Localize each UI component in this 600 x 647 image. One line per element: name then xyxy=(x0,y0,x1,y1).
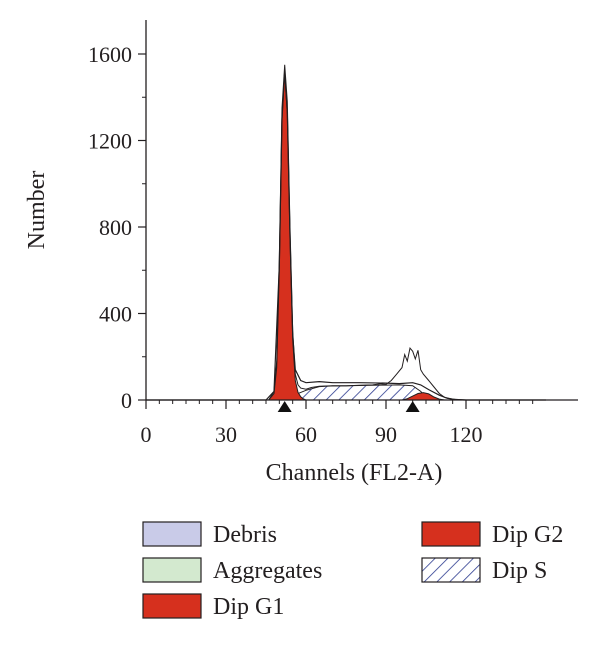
legend-label-dip-g1: Dip G1 xyxy=(213,594,284,620)
legend-swatch-aggregates xyxy=(142,557,202,583)
y-tick-label: 1200 xyxy=(88,129,132,154)
legend-swatch-dip-s xyxy=(421,557,481,583)
y-tick-label: 800 xyxy=(99,215,132,240)
y-tick-label: 1600 xyxy=(88,42,132,67)
legend-label-debris: Debris xyxy=(213,522,277,548)
x-tick-label: 90 xyxy=(375,422,397,447)
legend-label-dip-g2: Dip G2 xyxy=(492,522,563,548)
x-tick-label: 0 xyxy=(141,422,152,447)
peak-marker-icon xyxy=(277,401,292,412)
series-fit-envelope-line xyxy=(146,71,546,401)
x-tick-label: 120 xyxy=(450,422,483,447)
y-tick-label: 400 xyxy=(99,302,132,327)
y-axis-title: Number xyxy=(24,171,50,250)
x-axis-title: Channels (FL2-A) xyxy=(266,460,443,486)
legend-swatch-dip-g1 xyxy=(142,593,202,619)
legend-label-dip-s: Dip S xyxy=(492,558,547,584)
peak-marker-icon xyxy=(405,401,420,412)
y-tick-label: 0 xyxy=(121,388,132,413)
plot-area xyxy=(146,64,546,401)
series-raw-histogram-line xyxy=(146,64,546,401)
legend-swatch-dip-g2 xyxy=(421,521,481,547)
x-tick-label: 30 xyxy=(215,422,237,447)
legend-swatch-debris xyxy=(142,521,202,547)
x-tick-label: 60 xyxy=(295,422,317,447)
legend-label-aggregates: Aggregates xyxy=(213,558,322,584)
legend: Debris Aggregates Dip G1 Dip G2 Dip S xyxy=(142,521,563,620)
